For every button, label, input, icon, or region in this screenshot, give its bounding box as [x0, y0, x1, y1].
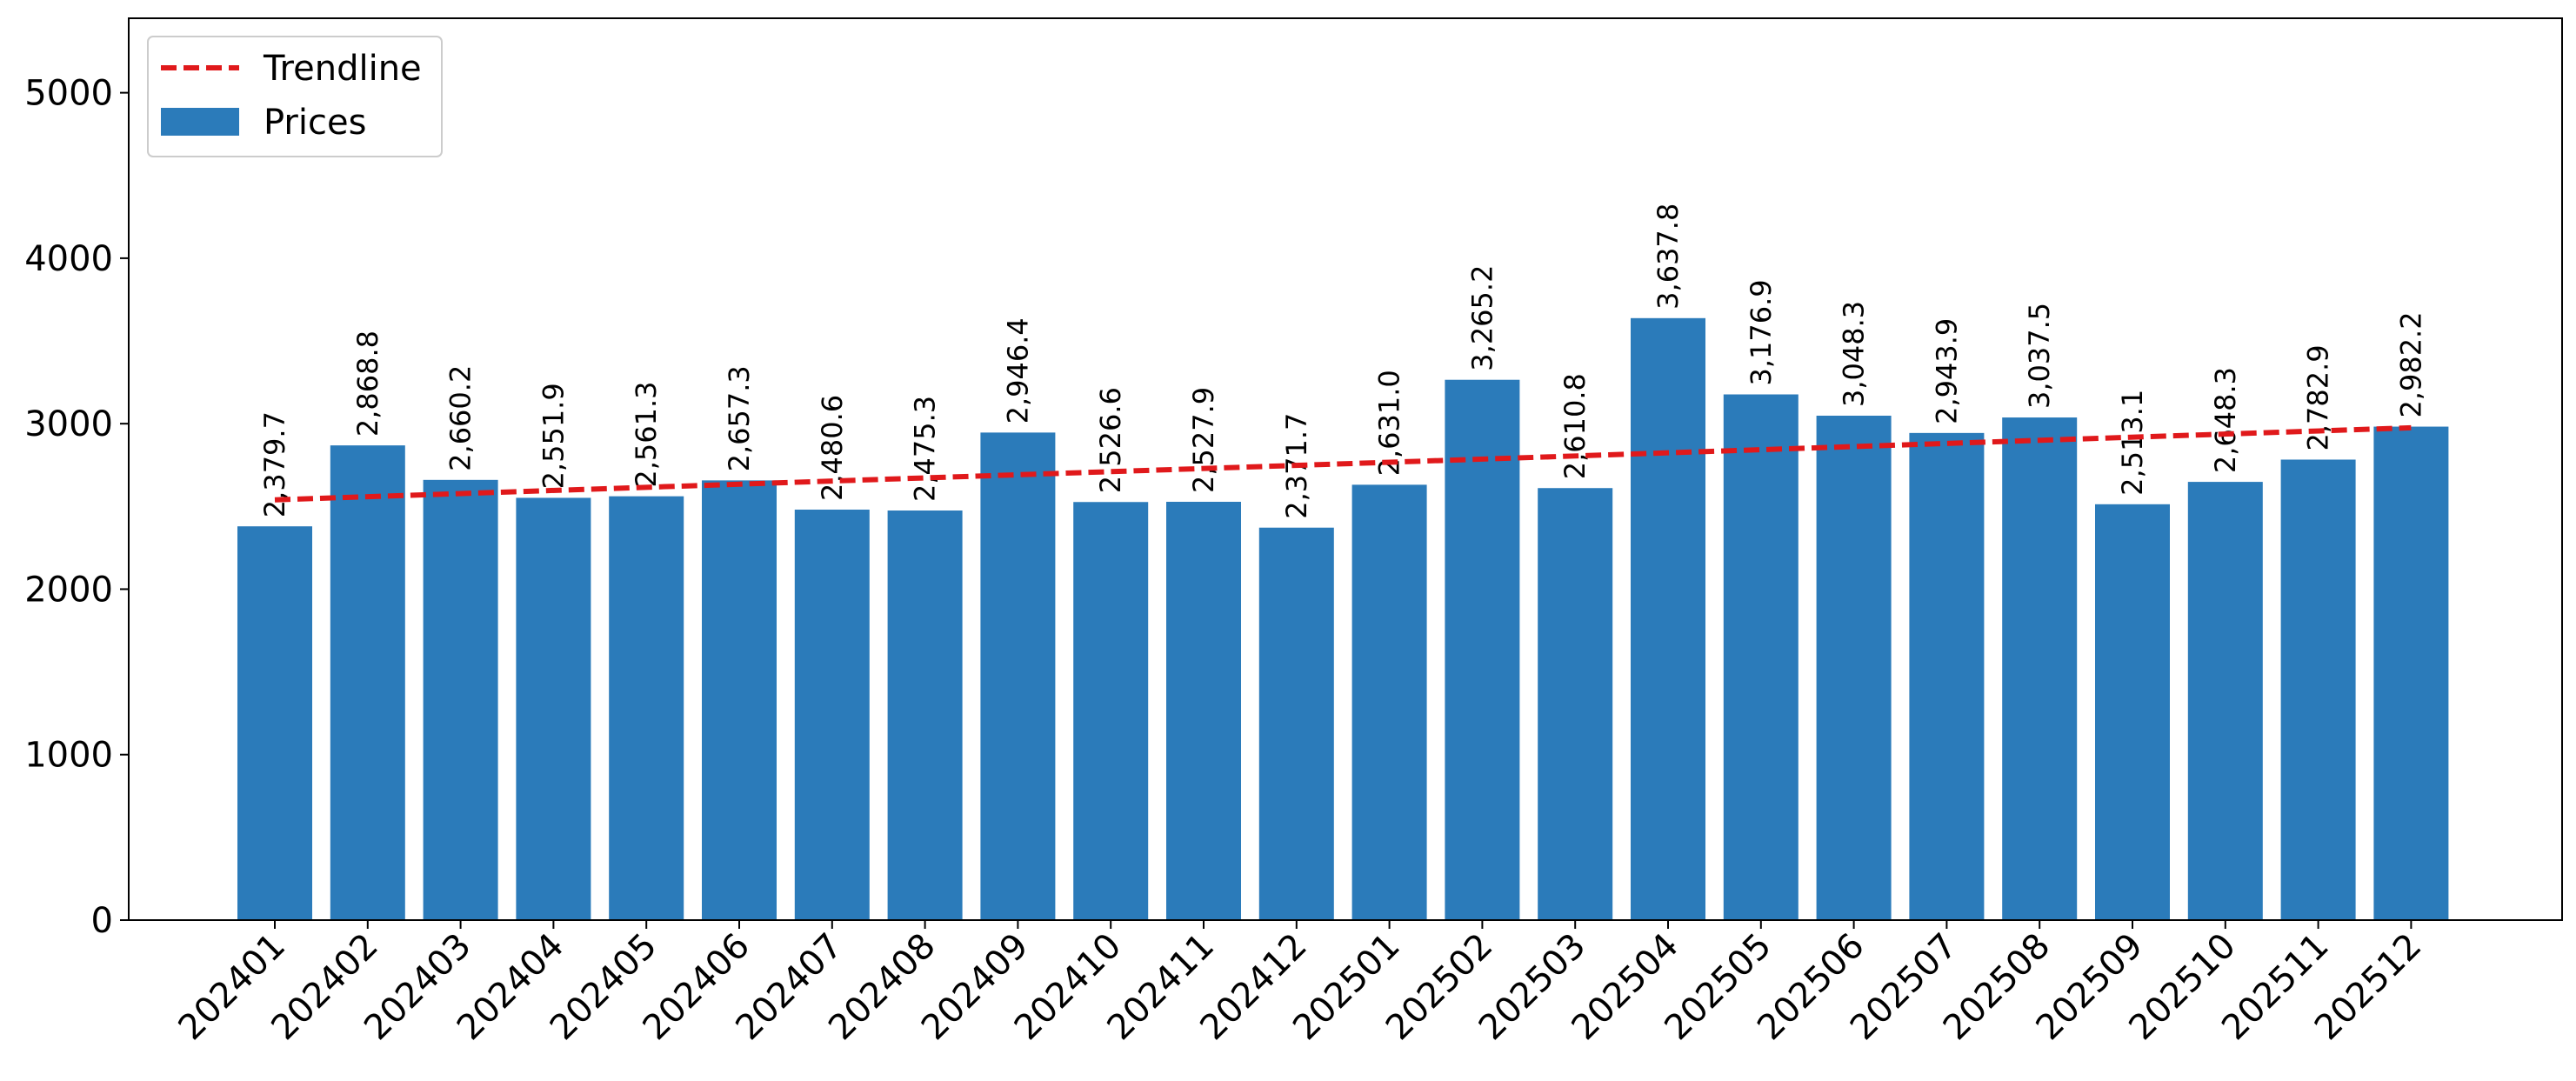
bar-202502	[1445, 379, 1520, 920]
data-labels: 2,379.72,868.8 2,660.2 2,551.9 2,561.3 2,657…	[258, 204, 2427, 519]
data-label-202507: 2,943.9	[1930, 318, 1963, 424]
bar-202408	[887, 510, 963, 920]
y-tick-label-1000: 1000	[24, 736, 113, 776]
legend-label-prices: Prices	[264, 103, 366, 143]
bar-202509	[2095, 504, 2170, 920]
data-label-202404: 2,551.9	[537, 383, 570, 489]
bar-202403	[423, 479, 498, 920]
y-axis: 0 1000 2000 3000 4000 5000	[24, 74, 129, 941]
data-label-202506: 3,048.3	[1838, 301, 1871, 407]
data-label-202407: 2,480.6	[816, 395, 849, 501]
bar-202402	[330, 445, 405, 920]
data-label-202403: 2,660.2	[444, 365, 477, 471]
data-label-202504: 3,637.8	[1652, 204, 1685, 310]
data-label-202505: 3,176.9	[1745, 279, 1778, 385]
bar-202512	[2373, 426, 2449, 920]
plot-frame	[128, 17, 2563, 921]
y-tick-label-5000: 5000	[24, 74, 113, 114]
bars	[237, 317, 2449, 921]
data-label-202405: 2,561.3	[630, 382, 663, 488]
x-axis: 2024012024022024032024042024052024062024…	[171, 920, 2429, 1048]
y-tick-label-2000: 2000	[24, 570, 113, 610]
bar-202406	[702, 480, 777, 920]
legend-prices-swatch	[161, 108, 239, 136]
trendline-path	[274, 424, 2412, 503]
legend-label-trendline: Trendline	[263, 49, 422, 89]
data-label-202408: 2,475.3	[909, 396, 942, 502]
bar-202508	[2002, 417, 2078, 920]
data-label-202510: 2,648.3	[2209, 367, 2242, 473]
bar-202411	[1166, 502, 1241, 920]
data-label-202406: 2,657.3	[723, 365, 756, 471]
y-tick-label-4000: 4000	[24, 239, 113, 279]
legend: Trendline Prices	[147, 36, 443, 157]
bar-202405	[609, 496, 684, 920]
y-tick-label-0: 0	[91, 901, 113, 941]
data-label-202409: 2,946.4	[1001, 317, 1034, 424]
data-label-202501: 2,631.0	[1373, 370, 1406, 476]
data-label-202503: 2,610.8	[1558, 373, 1592, 479]
bar-202401	[237, 526, 312, 920]
data-label-202402: 2,868.8	[351, 330, 384, 437]
bar-202404	[516, 497, 591, 920]
data-label-202512: 2,982.2	[2394, 311, 2427, 417]
bar-202501	[1351, 484, 1427, 920]
data-label-202508: 3,037.5	[2023, 303, 2056, 409]
data-label-202411: 2,527.9	[1187, 387, 1220, 493]
bar-202504	[1631, 317, 1705, 920]
data-label-202410: 2,526.6	[1094, 387, 1127, 493]
bar-202506	[1816, 415, 1892, 920]
bar-202507	[1909, 432, 1985, 920]
data-label-202511: 2,782.9	[2302, 344, 2335, 450]
bar-202503	[1538, 488, 1613, 920]
bar-202511	[2280, 459, 2356, 920]
bar-202505	[1723, 394, 1799, 920]
data-label-202502: 3,265.2	[1465, 265, 1498, 371]
bar-202407	[794, 510, 870, 920]
bar-202412	[1258, 527, 1334, 920]
bar-202510	[2187, 482, 2263, 920]
trendline	[274, 424, 2412, 503]
y-tick-label-3000: 3000	[24, 404, 113, 444]
data-label-202509: 2,513.1	[2116, 390, 2149, 496]
bar-202409	[980, 432, 1056, 921]
bar-202410	[1073, 502, 1149, 920]
